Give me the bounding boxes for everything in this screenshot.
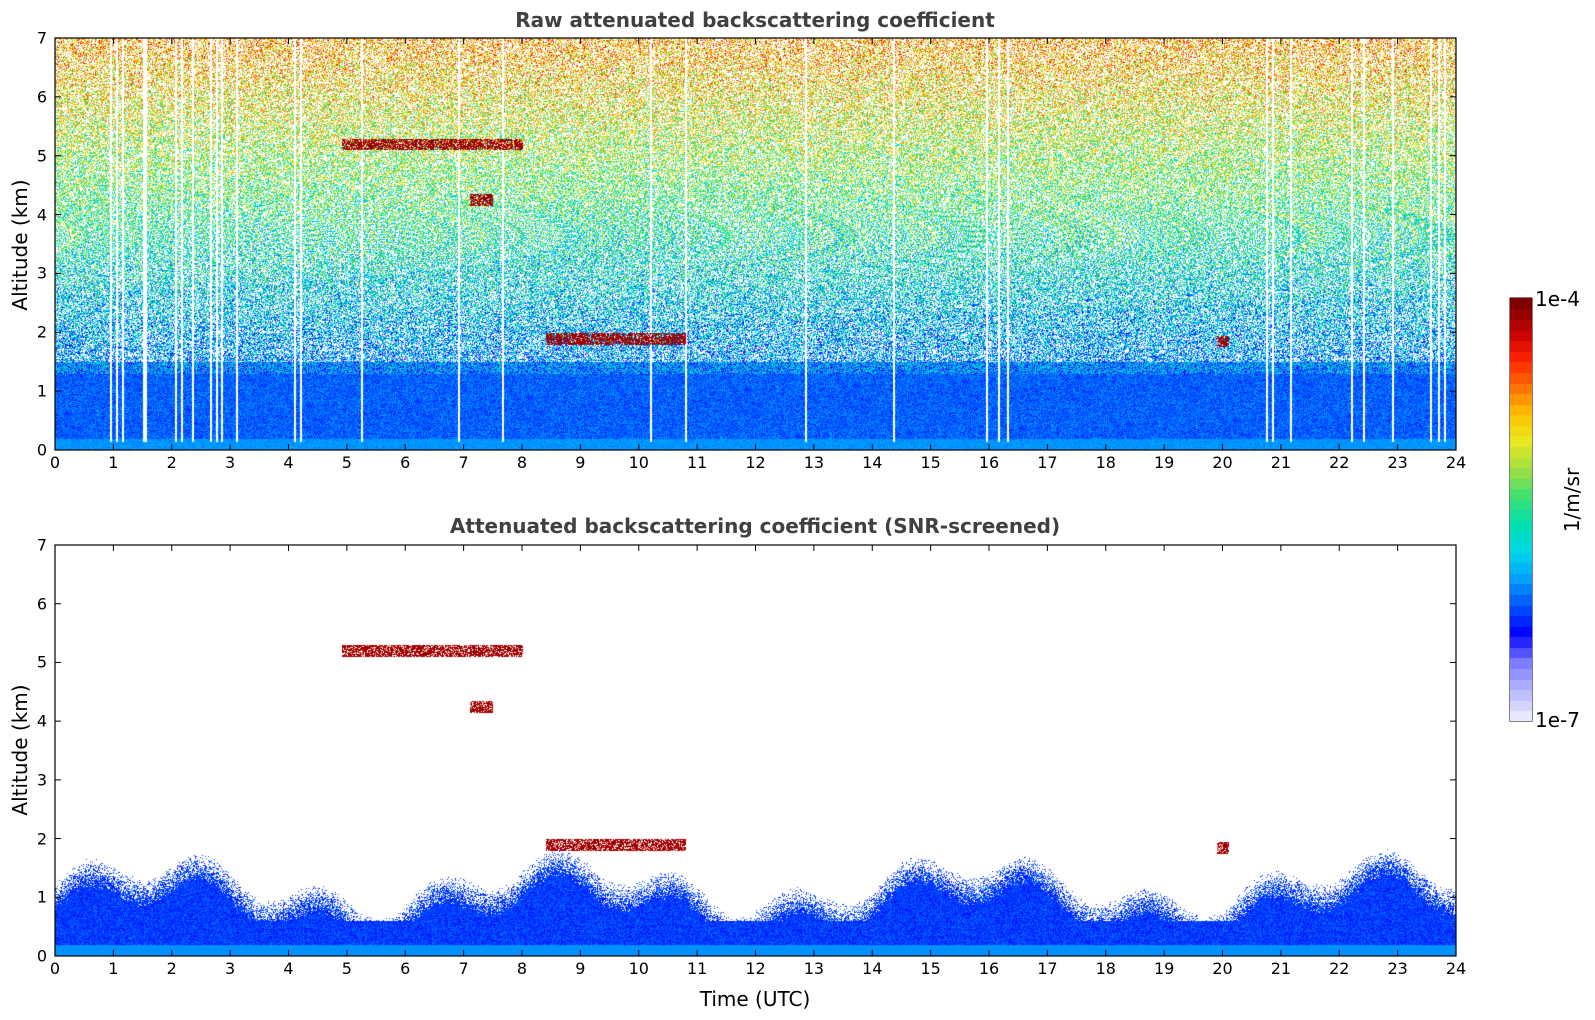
screened-x-tick-label: 1 — [108, 959, 119, 978]
raw-x-tick-label: 9 — [575, 453, 586, 472]
screened-y-tick-label: 4 — [36, 711, 47, 731]
raw-panel-title: Raw attenuated backscattering coefficien… — [515, 8, 995, 32]
raw-x-tick-label: 18 — [1095, 453, 1116, 472]
screened-x-tick-label: 2 — [166, 959, 177, 978]
screened-y-tick-label: 5 — [36, 652, 47, 672]
screened-x-tick-label: 16 — [978, 959, 1000, 978]
raw-y-tick-label: 7 — [36, 28, 47, 48]
screened-y-tick-label: 2 — [36, 829, 47, 849]
screened-x-tick-label: 14 — [862, 959, 883, 978]
screened-x-tick-label: 12 — [745, 959, 766, 978]
raw-x-tick-label: 3 — [225, 453, 236, 472]
raw-x-tick-label: 8 — [516, 453, 528, 472]
screened-x-tick-label: 6 — [400, 959, 411, 978]
colorbar-max-label: 1e-4 — [1535, 287, 1580, 311]
screened-y-axis-label: Altitude (km) — [8, 684, 32, 816]
colorbar-unit-label: 1/m/sr — [1560, 467, 1584, 533]
screened-x-tick-label: 10 — [628, 959, 649, 978]
raw-y-tick-label: 0 — [36, 440, 47, 460]
raw-x-tick-label: 22 — [1329, 453, 1350, 472]
screened-x-tick-label: 15 — [920, 959, 941, 978]
x-axis-label: Time (UTC) — [699, 987, 811, 1011]
screened-x-tick-label: 4 — [283, 959, 294, 978]
screened-y-tick-label: 0 — [36, 946, 47, 966]
screened-y-tick-label: 3 — [36, 770, 47, 790]
raw-x-tick-label: 2 — [166, 453, 177, 472]
raw-x-tick-label: 5 — [341, 453, 352, 472]
colorbar — [1510, 298, 1532, 721]
raw-x-tick-label: 19 — [1153, 453, 1175, 472]
screened-x-tick-label: 3 — [225, 959, 236, 978]
screened-panel-title: Attenuated backscattering coefficient (S… — [449, 514, 1061, 538]
screened-y-tick-label: 6 — [36, 594, 47, 614]
raw-y-tick-label: 2 — [36, 322, 47, 342]
screened-x-tick-label: 21 — [1270, 959, 1292, 978]
raw-x-tick-label: 24 — [1445, 453, 1467, 472]
screened-x-tick-label: 18 — [1095, 959, 1116, 978]
raw-x-tick-label: 12 — [745, 453, 766, 472]
screened-x-tick-label: 5 — [341, 959, 352, 978]
raw-y-tick-label: 1 — [36, 381, 47, 401]
raw-y-tick-label: 3 — [36, 263, 47, 283]
screened-x-tick-label: 11 — [686, 959, 708, 978]
raw-x-tick-label: 1 — [108, 453, 119, 472]
screened-x-tick-label: 19 — [1153, 959, 1175, 978]
raw-y-tick-label: 4 — [36, 205, 47, 225]
raw-x-tick-label: 20 — [1212, 453, 1233, 472]
raw-x-tick-label: 0 — [49, 453, 61, 472]
screened-backscatter-heatmap — [55, 545, 1456, 956]
raw-backscatter-heatmap — [55, 38, 1456, 450]
screened-x-tick-label: 24 — [1445, 959, 1467, 978]
raw-y-axis-label: Altitude (km) — [8, 179, 32, 311]
raw-x-tick-label: 4 — [283, 453, 294, 472]
screened-x-tick-label: 13 — [803, 959, 825, 978]
screened-x-tick-label: 8 — [516, 959, 528, 978]
raw-x-tick-label: 6 — [400, 453, 411, 472]
screened-plot-frame — [54, 544, 1457, 957]
raw-y-tick-label: 5 — [36, 146, 47, 166]
raw-x-tick-label: 7 — [458, 453, 469, 472]
raw-x-tick-label: 21 — [1270, 453, 1292, 472]
raw-plot-frame — [54, 37, 1457, 451]
screened-x-tick-label: 23 — [1387, 959, 1408, 978]
screened-y-tick-label: 7 — [36, 535, 47, 555]
raw-x-tick-label: 11 — [686, 453, 708, 472]
raw-x-tick-label: 15 — [920, 453, 941, 472]
raw-x-tick-label: 14 — [862, 453, 883, 472]
raw-x-tick-label: 17 — [1037, 453, 1058, 472]
raw-y-tick-label: 6 — [36, 87, 47, 107]
screened-x-tick-label: 22 — [1329, 959, 1350, 978]
screened-x-tick-label: 0 — [49, 959, 61, 978]
screened-y-tick-label: 1 — [36, 887, 47, 907]
colorbar-min-label: 1e-7 — [1535, 708, 1580, 732]
raw-x-tick-label: 23 — [1387, 453, 1408, 472]
screened-x-tick-label: 17 — [1037, 959, 1058, 978]
raw-x-tick-label: 10 — [628, 453, 649, 472]
raw-x-tick-label: 13 — [803, 453, 825, 472]
screened-x-tick-label: 9 — [575, 959, 586, 978]
screened-x-tick-label: 20 — [1212, 959, 1233, 978]
screened-x-tick-label: 7 — [458, 959, 469, 978]
raw-x-tick-label: 16 — [978, 453, 1000, 472]
